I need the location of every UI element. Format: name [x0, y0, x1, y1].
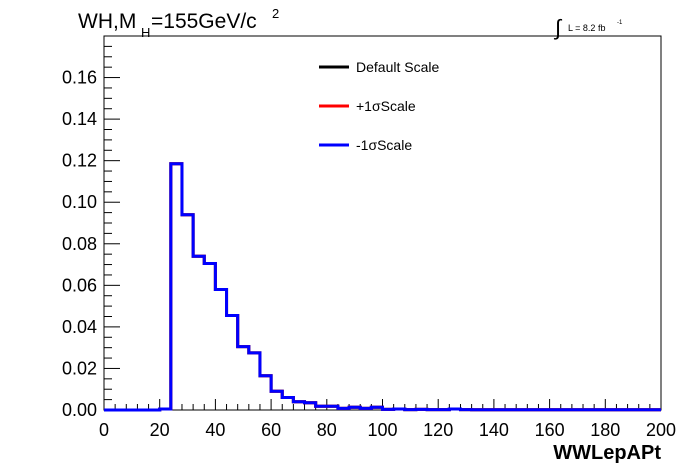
x-tick-label: 20: [150, 420, 170, 440]
legend-label-default: Default Scale: [356, 59, 439, 75]
x-tick-label: 140: [479, 420, 509, 440]
y-tick-label: 0.10: [62, 192, 97, 212]
x-tick-label: 40: [205, 420, 225, 440]
chart-title: WH,M: [78, 10, 136, 33]
integral-symbol: ∫: [553, 15, 563, 40]
x-axis-ticks: 0 20 40 60 80 100 120 140 160 180 200: [99, 399, 676, 440]
x-tick-label: 80: [317, 420, 337, 440]
chart-title-subscript: H: [141, 25, 150, 40]
y-tick-label: 0.12: [62, 151, 97, 171]
x-tick-label: 200: [646, 420, 676, 440]
x-tick-label: 120: [423, 420, 453, 440]
series-line-2: [104, 162, 661, 412]
plot-frame: [103, 35, 662, 411]
x-tick-label: 160: [535, 420, 565, 440]
legend: Default Scale +1σScale -1σScale: [319, 59, 439, 153]
series-line-1: [104, 162, 661, 412]
y-tick-label: 0.04: [62, 317, 97, 337]
x-tick-label: 100: [367, 420, 397, 440]
x-axis-label: WWLepAPt: [553, 442, 661, 464]
y-tick-label: 0.08: [62, 234, 97, 254]
chart-title-rest: =155GeV/c: [151, 10, 257, 33]
series-layer: [104, 162, 661, 412]
y-axis-ticks: 0.00 0.02 0.04 0.06 0.08 0.10 0.12 0.14 0.16: [62, 35, 120, 420]
chart-title-superscript: 2: [272, 6, 279, 21]
y-tick-label: 0.14: [62, 109, 97, 129]
x-tick-label: 60: [261, 420, 281, 440]
x-tick-label: 0: [99, 420, 109, 440]
legend-label-minus1sigma: -1σScale: [356, 137, 412, 153]
x-tick-label: 180: [590, 420, 620, 440]
y-tick-label: 0.16: [62, 68, 97, 88]
y-tick-label: 0.02: [62, 358, 97, 378]
luminosity-label: L = 8.2 fb: [568, 23, 605, 33]
luminosity-unit-superscript: -1: [617, 20, 623, 26]
y-tick-label: 0.06: [62, 275, 97, 295]
series-line-0: [104, 162, 661, 412]
legend-label-plus1sigma: +1σScale: [356, 98, 416, 114]
y-tick-label: 0.00: [62, 400, 97, 420]
